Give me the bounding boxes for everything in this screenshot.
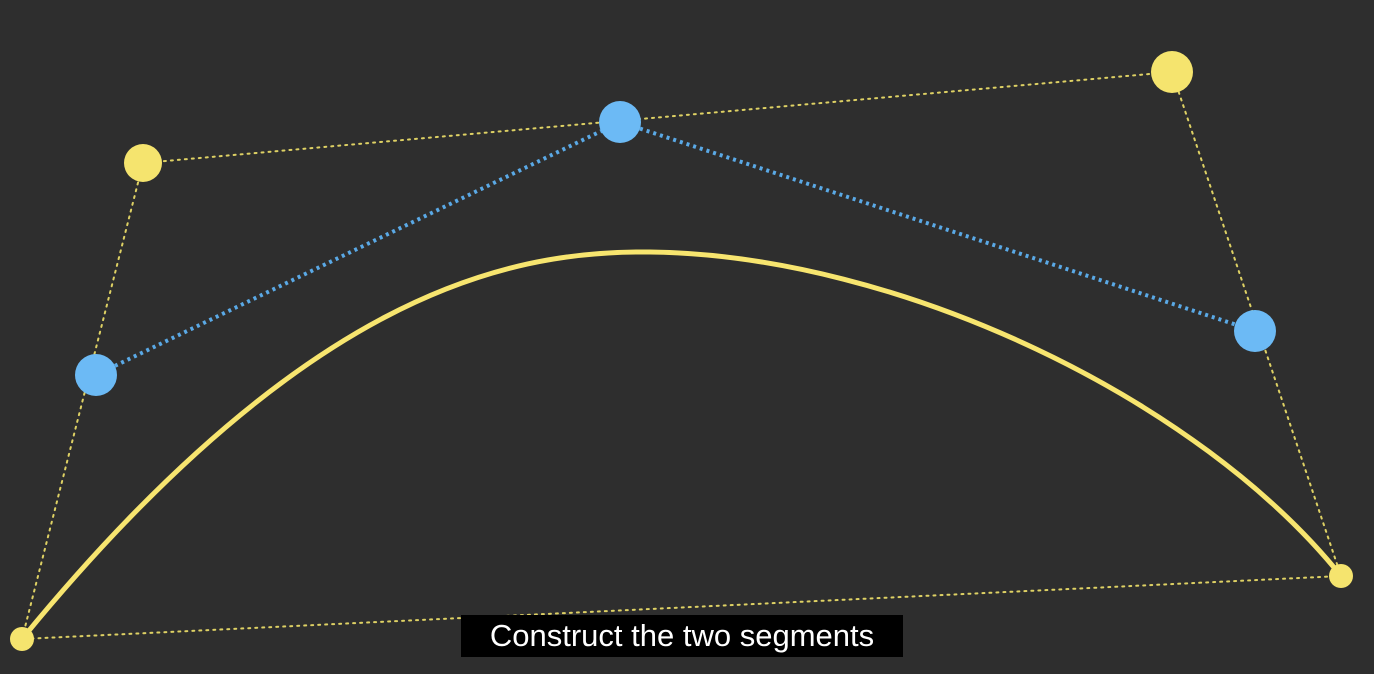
- construction-point-left[interactable]: [75, 354, 117, 396]
- construction-segments: [95, 120, 1256, 377]
- construction-point-middle[interactable]: [599, 101, 641, 143]
- endpoint-start[interactable]: [10, 627, 34, 651]
- control-edge-p1-to-p2: [142, 71, 1173, 164]
- subtitle-caption: Construct the two segments: [461, 615, 903, 657]
- control-edge-end-to-start: [21, 575, 1342, 640]
- control-point-2[interactable]: [1151, 51, 1193, 93]
- control-point-1[interactable]: [124, 144, 162, 182]
- construction-segment-left: [95, 120, 621, 377]
- endpoint-end[interactable]: [1329, 564, 1353, 588]
- bezier-curve: [19, 249, 1344, 642]
- construction-point-right[interactable]: [1234, 310, 1276, 352]
- control-polygon: [21, 71, 1342, 640]
- construction-segment-right: [619, 120, 1256, 333]
- control-edge-start-to-p1: [21, 162, 144, 640]
